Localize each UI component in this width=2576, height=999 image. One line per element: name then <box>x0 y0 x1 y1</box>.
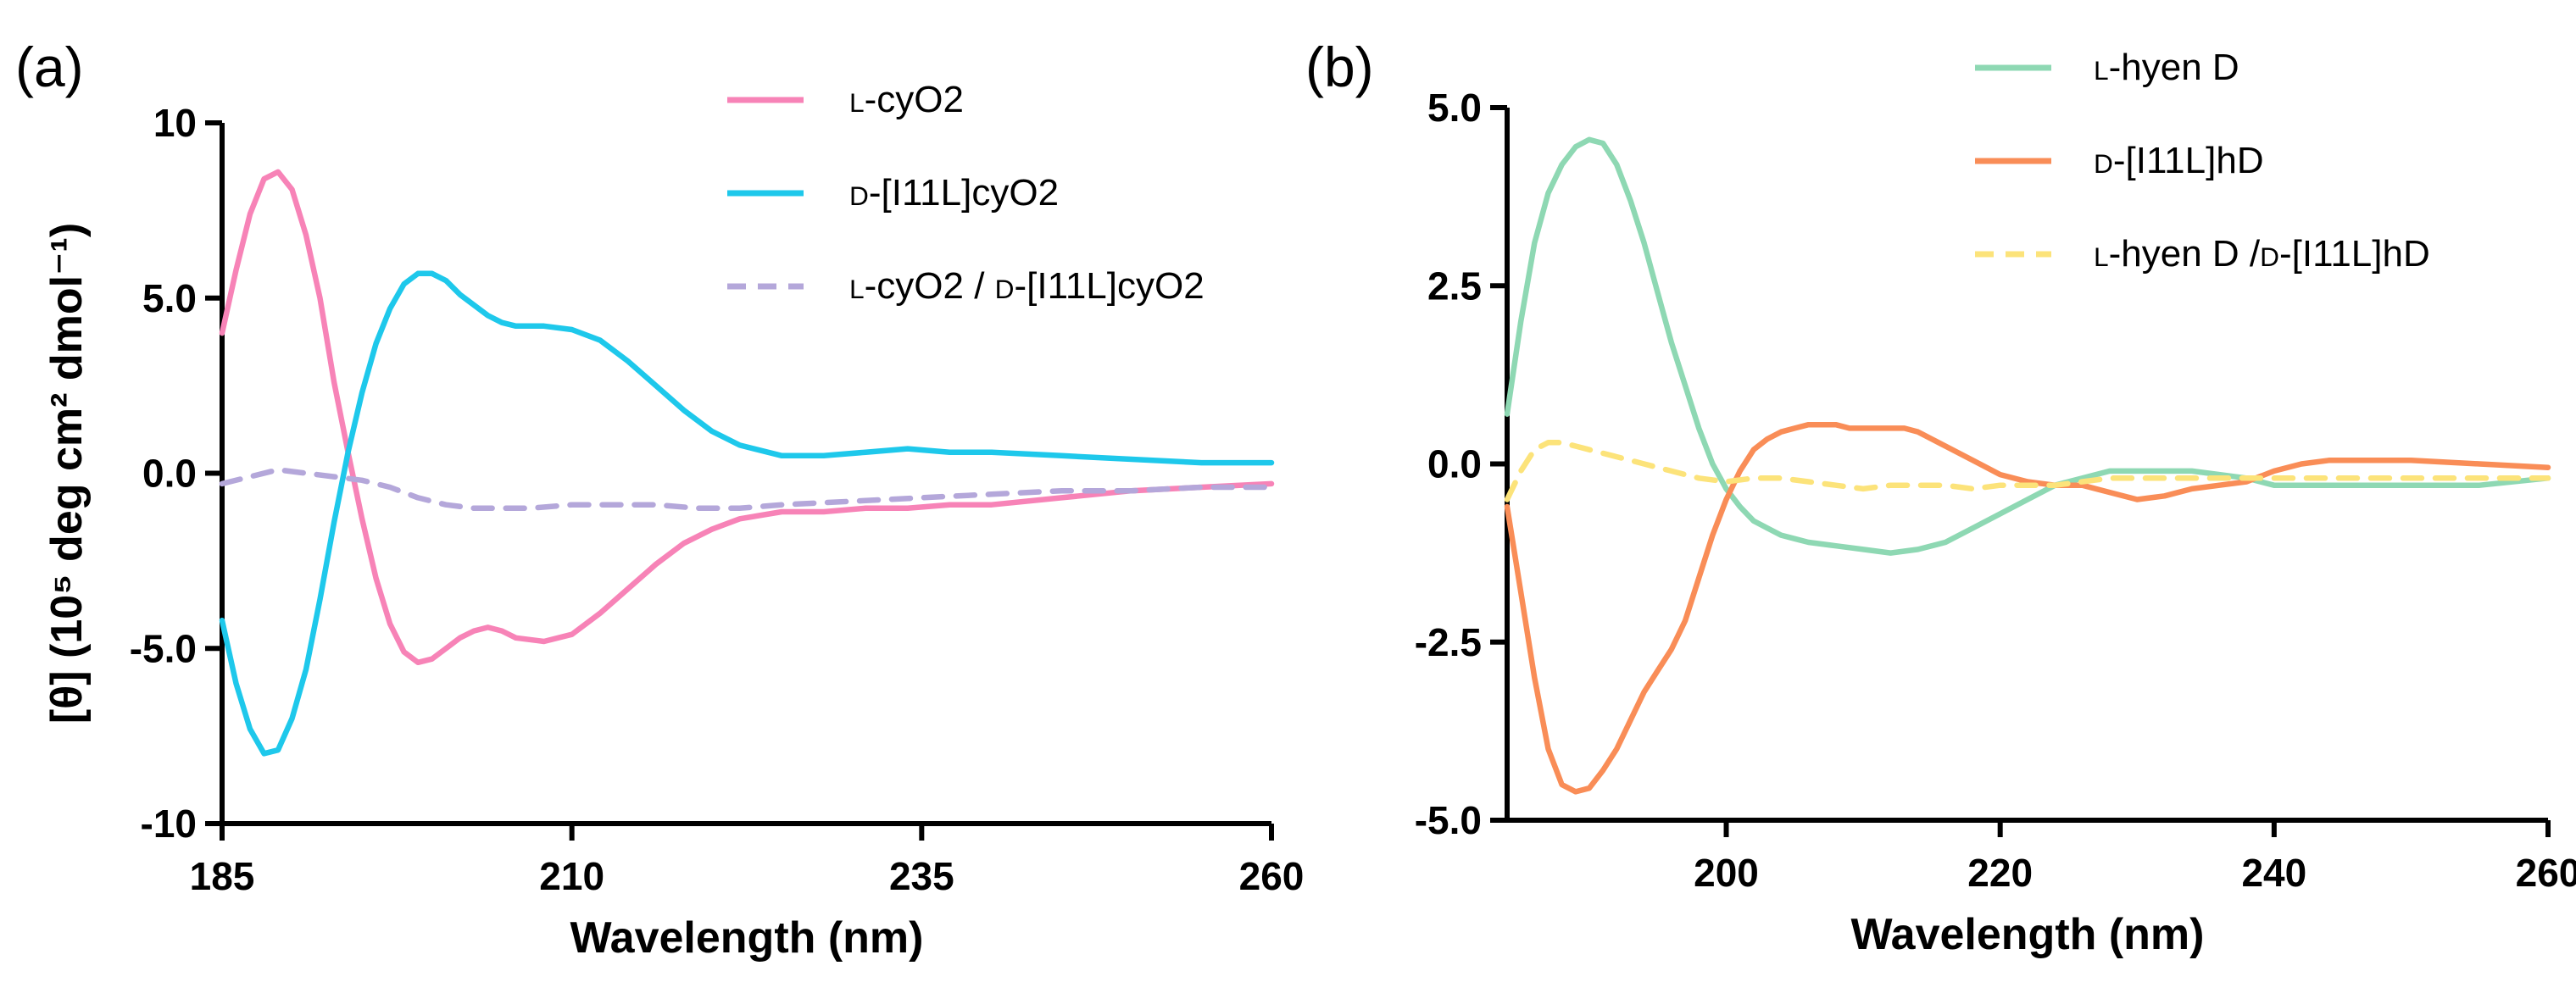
y-tick-label: 0.0 <box>142 452 197 496</box>
series-line-3 <box>1504 440 2551 502</box>
series-line-2 <box>1504 421 2551 795</box>
y-axis-title: [θ] (10⁵ deg cm² dmol⁻¹) <box>42 223 92 724</box>
legend-entry-label: L-hyen D /D-[I11L]hD <box>2094 233 2430 275</box>
x-tick-label: 260 <box>2516 851 2576 895</box>
y-tick-label: 5.0 <box>142 276 197 320</box>
panel-a: (a) -10 -5.0 0.0 5.0 10 185 210 235 260 Wavelength… <box>15 36 1304 963</box>
x-axis-title: Wavelength (nm) <box>1851 910 2205 959</box>
y-tick-label: -5.0 <box>130 626 197 670</box>
series-line-1 <box>219 169 1275 666</box>
x-tick-label: 235 <box>889 854 954 898</box>
panel-label: (b) <box>1305 36 1374 98</box>
x-tick-label: 240 <box>2241 851 2306 895</box>
x-tick-label: 260 <box>1239 854 1305 898</box>
x-tick-label: 220 <box>1967 851 2033 895</box>
x-axis-title: Wavelength (nm) <box>570 913 924 963</box>
legend-entry-label: L-hyen D <box>2094 47 2239 88</box>
series-line-1 <box>1504 136 2551 556</box>
panel-label: (a) <box>15 36 84 98</box>
x-tick-label: 210 <box>539 854 604 898</box>
y-tick-label: 2.5 <box>1427 264 1482 308</box>
y-tick-label: 0.0 <box>1427 442 1482 486</box>
y-tick-label: -2.5 <box>1415 620 1482 664</box>
legend-entry-label: D-[I11L]hD <box>2094 140 2264 181</box>
y-tick-label: 5.0 <box>1427 86 1482 130</box>
panel-b: (b) -5.0 -2.5 0.0 2.5 5.0 200 220 240 260 Waveleng… <box>1305 36 2576 959</box>
legend-entry-label: L-cyO2 / D-[I11L]cyO2 <box>849 265 1205 307</box>
y-tick-label: 10 <box>153 101 197 145</box>
y-tick-label: -10 <box>141 802 197 846</box>
x-tick-label: 200 <box>1694 851 1759 895</box>
legend-entry-label: L-cyO2 <box>849 79 964 120</box>
legend-entry-label: D-[I11L]cyO2 <box>849 172 1059 214</box>
y-tick-label: -5.0 <box>1415 798 1482 842</box>
series-line-3 <box>219 467 1275 512</box>
series-line-2 <box>219 270 1275 757</box>
x-tick-label: 185 <box>190 854 255 898</box>
